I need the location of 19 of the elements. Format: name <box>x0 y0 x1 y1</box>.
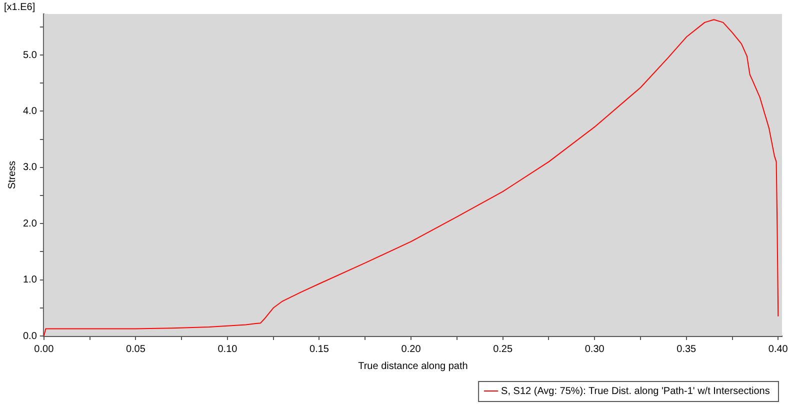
text: [x1.E6] <box>4 2 36 13</box>
x-axis-title: True distance along path <box>358 360 468 372</box>
x-tick-label: 0.40 <box>768 344 788 355</box>
legend-label: S, S12 (Avg: 75%): True Dist. along 'Path-1' w/t Intersections <box>501 386 770 397</box>
y-tick-label: 5.0 <box>22 50 38 61</box>
y-tick-label: 3.0 <box>22 162 38 174</box>
x-tick-label: 0.35 <box>676 344 697 355</box>
x-tick-label: 0.15 <box>310 344 330 355</box>
x-tick-label: 0.10 <box>218 344 238 355</box>
y-tick-label: 0.0 <box>22 330 38 342</box>
y-tick-label: 1.0 <box>22 274 38 286</box>
x-tick-label: 0.00 <box>34 344 54 355</box>
x-tick-label: 0.25 <box>493 344 513 355</box>
x-tick-label: 0.05 <box>126 344 146 355</box>
y-tick-label: 4.0 <box>22 106 38 117</box>
y-axis-title: Stress <box>6 160 18 190</box>
y-tick-label: 2.0 <box>22 218 38 230</box>
x-tick-label: 0.30 <box>584 344 605 355</box>
x-tick-label: 0.20 <box>401 344 422 355</box>
